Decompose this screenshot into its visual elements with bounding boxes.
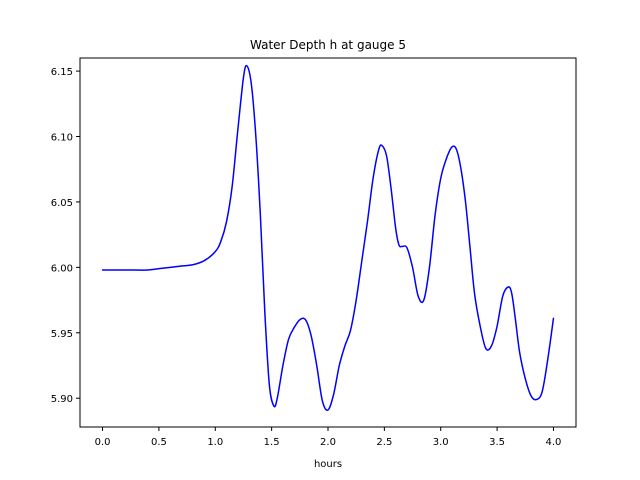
x-tick-label: 4.0 [546, 437, 562, 448]
axis-ticks: 0.0 0.5 1.0 1.5 2.0 2.5 3.0 3.5 4.0 5.90 5.95 6.00 6… [51, 67, 562, 448]
x-tick-label: 2.5 [376, 437, 392, 448]
y-tick-label: 6.15 [51, 67, 73, 78]
y-tick-label: 6.00 [51, 263, 73, 274]
y-tick-label: 5.95 [51, 329, 73, 340]
series-line [101, 64, 555, 411]
y-tick-label: 6.05 [51, 198, 73, 209]
x-tick-label: 3.0 [433, 437, 449, 448]
chart-title: Water Depth h at gauge 5 [250, 38, 406, 52]
x-tick-label: 0.5 [151, 437, 167, 448]
x-tick-label: 1.5 [264, 437, 280, 448]
x-axis-label: hours [314, 459, 342, 470]
x-tick-label: 0.0 [95, 437, 111, 448]
y-tick-label: 6.10 [51, 133, 73, 144]
y-tick-label: 5.90 [51, 394, 73, 405]
x-tick-label: 2.0 [320, 437, 336, 448]
x-tick-label: 1.0 [207, 437, 223, 448]
x-tick-label: 3.5 [489, 437, 505, 448]
plot-area [79, 57, 577, 428]
